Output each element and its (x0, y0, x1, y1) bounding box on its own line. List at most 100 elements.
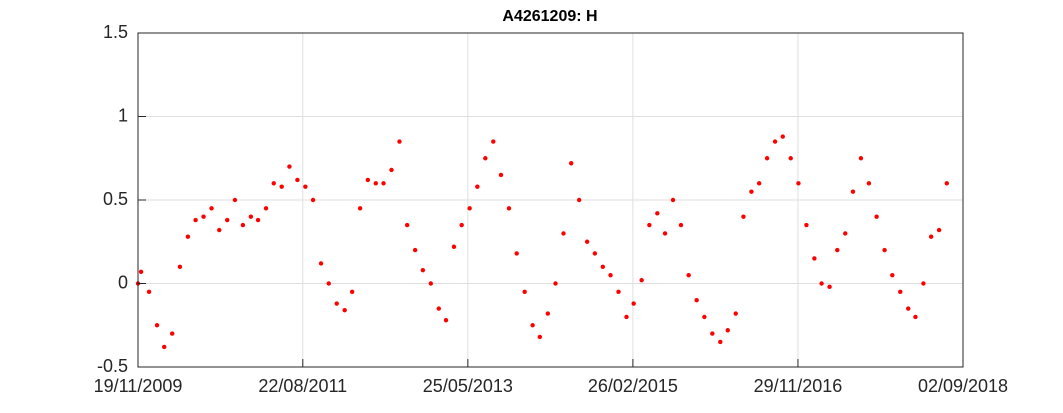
data-point (898, 289, 903, 295)
data-point (154, 323, 160, 328)
data-point (475, 184, 480, 189)
data-point (780, 134, 785, 139)
data-point (631, 301, 636, 306)
x-tick-label: 25/05/2013 (423, 376, 513, 396)
data-point (624, 314, 629, 320)
chart-title: A4261209: H (502, 8, 597, 25)
data-point (240, 222, 246, 228)
data-point (670, 197, 676, 203)
data-point (162, 344, 167, 350)
data-point (882, 247, 887, 253)
data-point (279, 184, 284, 189)
data-point (756, 181, 762, 186)
data-point (866, 181, 872, 186)
data-point (928, 234, 934, 239)
data-point (248, 214, 254, 219)
marks (135, 134, 950, 350)
data-point (412, 247, 418, 253)
data-point (576, 197, 582, 203)
data-point (819, 281, 824, 286)
data-point (764, 156, 770, 161)
data-point (827, 284, 832, 290)
data-point (342, 308, 347, 313)
data-point (537, 334, 543, 340)
data-point (835, 247, 840, 253)
data-point (310, 197, 316, 203)
data-point (201, 214, 206, 219)
data-point (718, 339, 723, 345)
data-point (146, 289, 152, 295)
data-point (514, 251, 519, 256)
x-tick-label: 29/11/2016 (754, 376, 843, 396)
data-point (686, 272, 691, 278)
data-point (381, 181, 386, 186)
data-point (725, 328, 730, 333)
data-point (702, 314, 707, 320)
data-point (545, 311, 551, 316)
data-point (804, 222, 809, 228)
data-point (850, 189, 856, 194)
data-point (662, 231, 668, 236)
data-point (436, 306, 441, 311)
data-point (263, 206, 269, 211)
y-tick-label: 1 (118, 105, 128, 125)
data-point (749, 189, 754, 194)
data-point (451, 244, 457, 249)
data-point (443, 318, 449, 323)
data-point (921, 281, 926, 286)
data-point (357, 206, 363, 211)
data-point (530, 323, 535, 328)
data-point (232, 197, 238, 203)
data-point (185, 234, 191, 239)
data-point (225, 217, 230, 223)
y-tick-label: 0 (118, 272, 128, 292)
data-point (397, 139, 402, 144)
data-point (177, 264, 183, 269)
data-point (287, 164, 292, 169)
data-point (561, 231, 566, 236)
data-point (428, 281, 434, 286)
data-point (404, 222, 410, 228)
data-point (913, 314, 918, 320)
data-point (553, 281, 558, 286)
data-point (616, 289, 621, 295)
data-point (639, 277, 644, 283)
data-point (858, 156, 864, 161)
data-point (303, 184, 308, 189)
x-tick-label: 26/02/2015 (588, 376, 678, 396)
data-point (733, 311, 738, 316)
data-point (498, 172, 504, 178)
data-point (506, 206, 512, 211)
data-point (584, 239, 590, 244)
data-point (944, 181, 950, 186)
data-point (420, 267, 426, 273)
data-point (169, 331, 175, 336)
y-tick-label: 0.5 (103, 189, 128, 209)
data-point (772, 139, 778, 144)
data-point (255, 217, 261, 223)
data-point (365, 177, 371, 183)
data-point (522, 289, 527, 295)
data-point (788, 156, 793, 161)
x-tick-label: 19/11/2009 (94, 376, 183, 396)
data-point (326, 281, 331, 286)
data-point (334, 301, 339, 306)
data-point (349, 289, 355, 295)
data-point (318, 261, 324, 266)
data-point (373, 181, 379, 186)
data-point (592, 251, 598, 256)
data-point (843, 231, 848, 236)
y-tick-label: 1.5 (103, 22, 128, 42)
data-point (694, 298, 699, 303)
x-tick-label: 02/09/2018 (918, 376, 1008, 396)
data-point (906, 306, 911, 311)
data-point (647, 222, 652, 228)
data-point (874, 214, 879, 219)
data-point (193, 217, 198, 223)
data-point (138, 269, 144, 275)
data-point (608, 272, 613, 278)
data-point (655, 211, 660, 216)
data-point (209, 206, 214, 211)
